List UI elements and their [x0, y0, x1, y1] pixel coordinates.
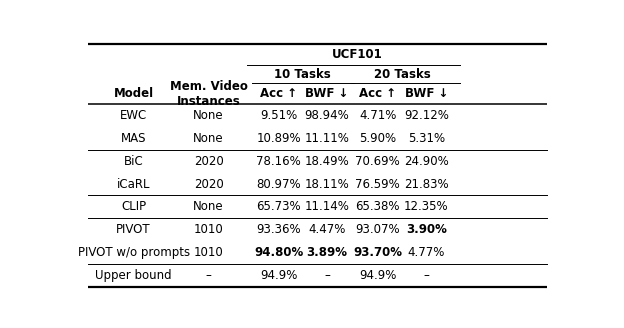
- Text: iCaRL: iCaRL: [117, 177, 150, 191]
- Text: 94.9%: 94.9%: [359, 269, 396, 282]
- Text: 65.73%: 65.73%: [256, 200, 301, 214]
- Text: 98.94%: 98.94%: [305, 109, 349, 122]
- Text: 9.51%: 9.51%: [260, 109, 297, 122]
- Text: 93.07%: 93.07%: [356, 223, 400, 236]
- Text: 4.71%: 4.71%: [359, 109, 396, 122]
- Text: 3.90%: 3.90%: [406, 223, 447, 236]
- Text: Acc ↑: Acc ↑: [260, 87, 297, 100]
- Text: None: None: [193, 132, 224, 145]
- Text: 10 Tasks: 10 Tasks: [275, 68, 331, 81]
- Text: 10.89%: 10.89%: [256, 132, 301, 145]
- Text: BWF ↓: BWF ↓: [404, 87, 448, 100]
- Text: Upper bound: Upper bound: [95, 269, 172, 282]
- Text: MAS: MAS: [121, 132, 147, 145]
- Text: 92.12%: 92.12%: [404, 109, 449, 122]
- Text: 12.35%: 12.35%: [404, 200, 449, 214]
- Text: 20 Tasks: 20 Tasks: [374, 68, 431, 81]
- Text: UCF101: UCF101: [332, 48, 383, 61]
- Text: CLIP: CLIP: [121, 200, 146, 214]
- Text: 78.16%: 78.16%: [256, 155, 301, 168]
- Text: 21.83%: 21.83%: [404, 177, 449, 191]
- Text: 2020: 2020: [193, 177, 223, 191]
- Text: 80.97%: 80.97%: [256, 177, 301, 191]
- Text: PIVOT w/o prompts: PIVOT w/o prompts: [77, 246, 190, 259]
- Text: 1010: 1010: [193, 223, 223, 236]
- Text: 94.80%: 94.80%: [254, 246, 303, 259]
- Text: 93.36%: 93.36%: [256, 223, 301, 236]
- Text: EWC: EWC: [120, 109, 147, 122]
- Text: BWF ↓: BWF ↓: [305, 87, 349, 100]
- Text: Mem. Video
Instances: Mem. Video Instances: [170, 80, 248, 108]
- Text: 94.9%: 94.9%: [260, 269, 298, 282]
- Text: –: –: [423, 269, 429, 282]
- Text: 5.90%: 5.90%: [359, 132, 396, 145]
- Text: 2020: 2020: [193, 155, 223, 168]
- Text: 11.14%: 11.14%: [305, 200, 349, 214]
- Text: 4.77%: 4.77%: [407, 246, 445, 259]
- Text: 18.11%: 18.11%: [305, 177, 349, 191]
- Text: 65.38%: 65.38%: [356, 200, 400, 214]
- Text: Model: Model: [114, 87, 154, 100]
- Text: –: –: [324, 269, 330, 282]
- Text: 4.47%: 4.47%: [308, 223, 346, 236]
- Text: 70.69%: 70.69%: [356, 155, 400, 168]
- Text: 24.90%: 24.90%: [404, 155, 449, 168]
- Text: PIVOT: PIVOT: [116, 223, 151, 236]
- Text: 76.59%: 76.59%: [356, 177, 400, 191]
- Text: None: None: [193, 109, 224, 122]
- Text: 93.70%: 93.70%: [353, 246, 402, 259]
- Text: None: None: [193, 200, 224, 214]
- Text: –: –: [206, 269, 212, 282]
- Text: 1010: 1010: [193, 246, 223, 259]
- Text: 11.11%: 11.11%: [305, 132, 349, 145]
- Text: BiC: BiC: [124, 155, 144, 168]
- Text: 3.89%: 3.89%: [306, 246, 348, 259]
- Text: 5.31%: 5.31%: [407, 132, 445, 145]
- Text: Acc ↑: Acc ↑: [359, 87, 396, 100]
- Text: 18.49%: 18.49%: [305, 155, 349, 168]
